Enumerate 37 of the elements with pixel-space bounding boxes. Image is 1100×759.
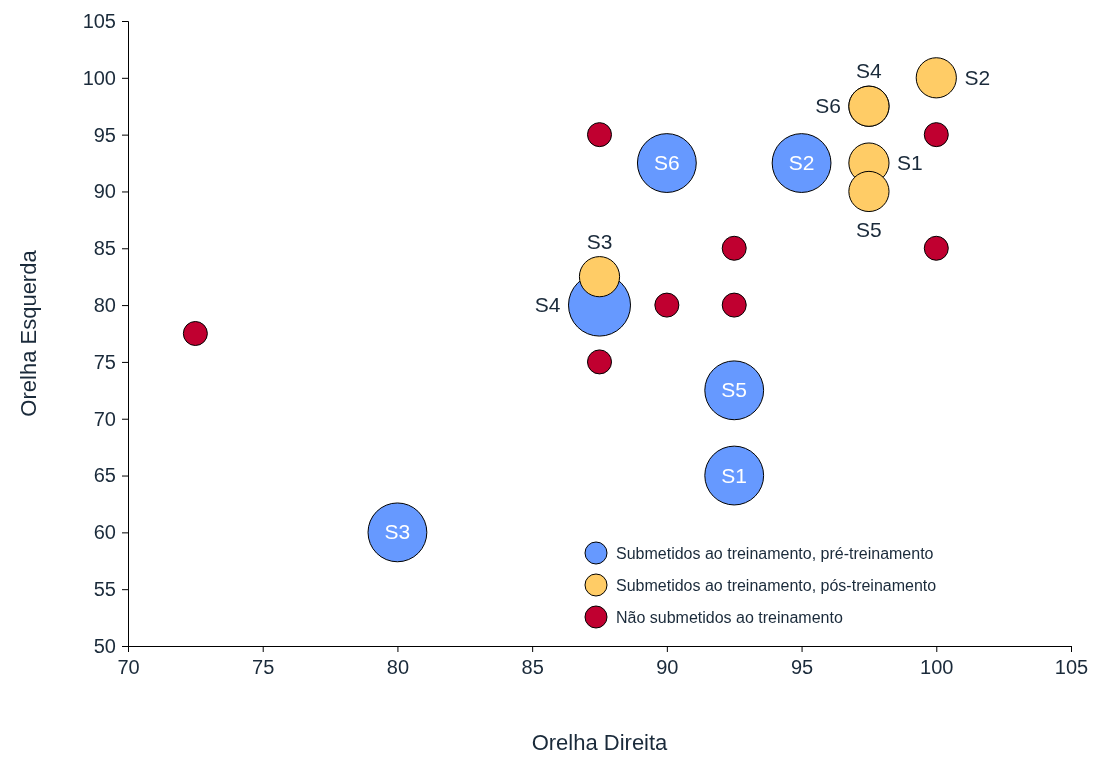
legend-label: Submetidos ao treinamento, pré-treinamento — [616, 545, 934, 562]
x-tick-label: 75 — [252, 656, 275, 679]
data-label: S5 — [721, 378, 748, 402]
data-label: S3 — [384, 520, 411, 544]
x-axis-title: Orelha Direita — [531, 730, 669, 755]
data-label: S6 — [654, 151, 680, 175]
legend-label: Submetidos ao treinamento, pós-treinamento — [616, 577, 937, 594]
x-tick-label: 70 — [117, 656, 140, 679]
data-label: S2 — [788, 151, 815, 175]
y-tick-label: 85 — [93, 237, 116, 260]
x-tick-label: 90 — [656, 656, 679, 679]
y-tick-label: 60 — [93, 521, 116, 544]
data-label: S4 — [534, 293, 561, 317]
y-tick-label: 75 — [93, 350, 116, 373]
data-label: S1 — [721, 463, 748, 487]
x-tick-label: 100 — [920, 656, 954, 679]
data-label: S2 — [964, 65, 991, 89]
y-tick-label: 55 — [93, 578, 116, 601]
y-axis-title: Orelha Esquerda — [16, 249, 41, 417]
data-label: S1 — [897, 151, 923, 175]
data-label: S6 — [815, 94, 841, 118]
y-tick-label: 90 — [93, 180, 116, 203]
y-tick-label: 70 — [93, 407, 116, 430]
x-tick-label: 80 — [386, 656, 410, 679]
legend-label: Não submetidos ao treinamento — [616, 609, 843, 626]
y-tick-label: 50 — [93, 634, 116, 657]
x-tick-label: 85 — [521, 656, 544, 679]
data-label: S4 — [856, 59, 883, 83]
x-tick-label: 105 — [1054, 656, 1089, 679]
y-tick-label: 65 — [93, 464, 116, 487]
data-label: S3 — [586, 229, 613, 253]
y-tick-label: 95 — [93, 123, 116, 146]
y-tick-label: 100 — [82, 66, 116, 89]
y-tick-label: 105 — [82, 9, 116, 32]
x-tick-label: 95 — [790, 656, 814, 679]
y-tick-label: 80 — [93, 293, 116, 316]
data-label: S5 — [856, 217, 882, 241]
